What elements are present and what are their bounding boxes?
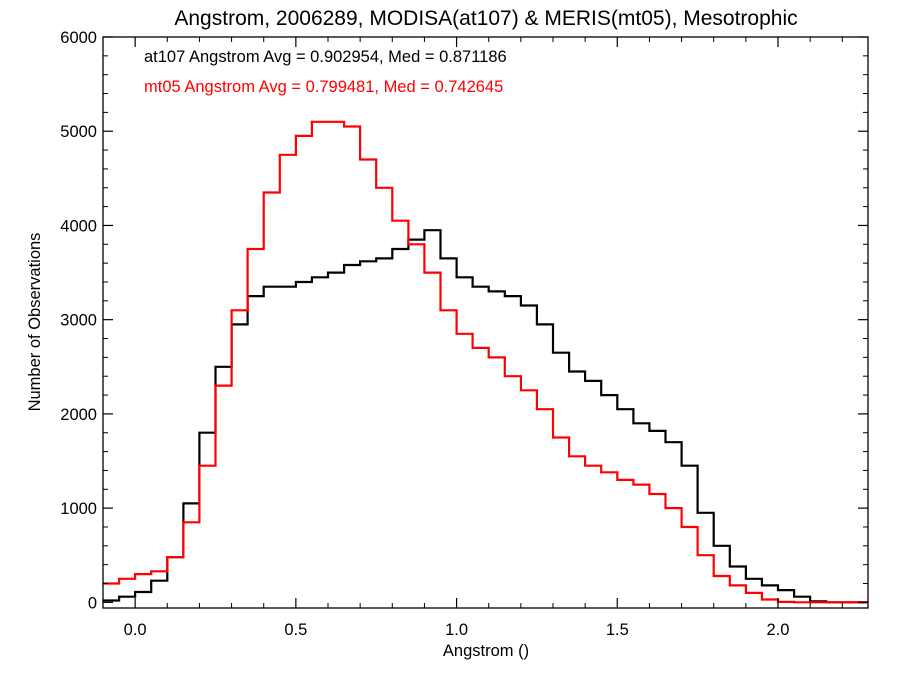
x-tick-label: 1.0 <box>445 621 468 639</box>
series-layer <box>103 120 868 604</box>
y-tick-label: 6000 <box>60 29 97 47</box>
y-tick-label: 3000 <box>60 312 97 330</box>
x-tick-label: 1.5 <box>606 621 629 639</box>
y-tick-label: 2000 <box>60 406 97 424</box>
y-tick-label: 5000 <box>60 123 97 141</box>
x-tick-label: 0.5 <box>284 621 307 639</box>
x-tick-label: 2.0 <box>767 621 790 639</box>
histogram-series-mt05 <box>103 120 868 604</box>
x-tick-label: 0.0 <box>124 621 147 639</box>
mt05-stats-annotation: mt05 Angstrom Avg = 0.799481, Med = 0.74… <box>144 78 503 96</box>
y-tick-label: 0 <box>88 594 97 612</box>
plot-frame <box>102 36 869 609</box>
y-axis-label: Number of Observations <box>26 233 44 412</box>
ticks-layer: 0.0 0.5 1.0 1.5 2.0 0 1000 2000 3000 4000 5000 6000 <box>60 29 868 639</box>
x-axis-label: Angstrom () <box>443 642 529 660</box>
y-tick-label: 1000 <box>60 500 97 518</box>
at107-stats-annotation: at107 Angstrom Avg = 0.902954, Med = 0.8… <box>144 48 507 66</box>
chart-title: Angstrom, 2006289, MODISA(at107) & MERIS… <box>174 7 797 30</box>
y-tick-label: 4000 <box>60 217 97 235</box>
